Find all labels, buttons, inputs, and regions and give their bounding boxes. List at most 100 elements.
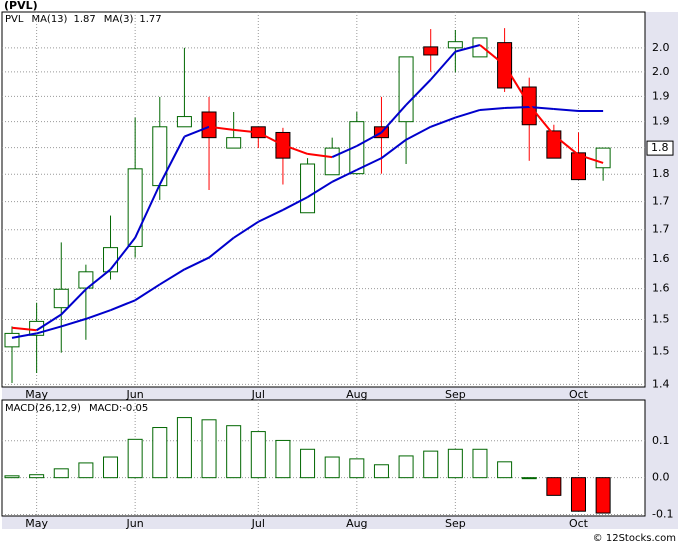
macd-bar	[127, 438, 143, 479]
x-tick-label: Oct	[569, 517, 589, 530]
ma-line	[36, 313, 62, 332]
x-tick-label: Aug	[346, 388, 367, 401]
macd-bar	[324, 456, 340, 479]
ma-line	[578, 154, 604, 164]
ma-line	[60, 288, 87, 316]
ma-line	[430, 116, 456, 128]
y-tick-label: 1.6	[652, 252, 670, 265]
macd-bar	[472, 448, 488, 479]
ma-line	[553, 107, 579, 112]
macd-bar	[152, 427, 168, 479]
macd-bar	[570, 477, 586, 512]
ma-line	[85, 309, 111, 320]
candle-body	[127, 168, 143, 247]
candle-body	[398, 56, 414, 123]
macd-bar	[373, 464, 389, 479]
macd-bar	[78, 462, 94, 479]
ma-line	[233, 220, 259, 239]
macd-bar	[275, 439, 291, 479]
ma-line	[528, 104, 555, 136]
macd-bar	[300, 448, 316, 479]
ma-line	[257, 131, 284, 146]
macd-bar	[176, 417, 192, 479]
ma-line	[307, 152, 333, 159]
x-axis-band	[2, 516, 645, 529]
x-tick-label: Jun	[126, 517, 144, 530]
y-tick-label: 1.8	[652, 167, 670, 180]
price-panel	[1, 11, 646, 388]
ma-line	[455, 44, 481, 53]
ma-line	[479, 106, 505, 111]
candle-body	[226, 137, 242, 149]
y-tick-label: 1.5	[652, 344, 670, 357]
macd-bar	[29, 474, 45, 479]
y-tick-label: -0.1	[652, 508, 673, 521]
candle-body	[201, 111, 217, 139]
x-tick-label: Sep	[445, 388, 466, 401]
macd-bar	[497, 461, 513, 479]
x-tick-label: Oct	[569, 388, 589, 401]
ma-line	[134, 184, 161, 239]
legend-entry: MA(13)	[31, 14, 67, 25]
x-axis-band	[2, 387, 645, 400]
macd-bar	[226, 425, 242, 479]
x-tick-label: May	[25, 517, 48, 530]
ma-line	[134, 283, 161, 302]
candle-body	[447, 41, 463, 49]
ma-line	[380, 104, 407, 134]
panel-label: MACD(26,12,9)	[5, 403, 81, 414]
macd-bar	[423, 450, 439, 479]
last-price-box	[646, 140, 674, 156]
legend-value: -0.05	[122, 403, 148, 414]
candle-body	[4, 332, 20, 348]
ma-line	[184, 125, 210, 138]
ma-line	[380, 138, 407, 159]
chart-title: (PVL)	[4, 0, 38, 12]
macd-panel	[1, 399, 646, 517]
ma-line	[36, 325, 62, 335]
ma-line	[208, 125, 234, 131]
legend-ticker: PVL	[5, 14, 24, 25]
y-tick-label: 2.0	[652, 41, 670, 54]
macd-bar	[103, 456, 119, 479]
ma-line	[159, 268, 185, 286]
macd-bar	[4, 475, 20, 479]
macd-bar	[595, 477, 611, 514]
candle-body	[595, 147, 611, 169]
ma-line	[479, 44, 506, 66]
x-tick-label: Jul	[251, 517, 265, 530]
ma-line	[553, 134, 580, 156]
macd-bar	[447, 448, 463, 479]
ma-line	[405, 78, 432, 106]
candle-body	[423, 46, 439, 56]
ma-line	[429, 50, 457, 81]
ma-line	[109, 237, 136, 271]
y-tick-label: 0.0	[652, 471, 670, 484]
legend-value: 1.77	[139, 14, 161, 25]
macd-bar	[53, 468, 69, 479]
ma-line	[282, 144, 308, 155]
ma-line	[233, 128, 259, 134]
ma-line	[110, 299, 136, 312]
candle-body	[570, 152, 586, 181]
ma-line	[307, 180, 333, 198]
ma-line	[356, 131, 382, 147]
macd-bar	[398, 455, 414, 479]
candle-body	[349, 121, 365, 175]
candle-body	[324, 147, 340, 176]
candle-body	[53, 288, 69, 309]
x-tick-label: Jul	[251, 388, 265, 401]
y-tick-label: 1.6	[652, 282, 670, 295]
ma-line	[331, 168, 358, 183]
y-tick-label: 1.9	[652, 89, 670, 102]
macd-bar	[546, 477, 562, 496]
ma-line	[257, 209, 284, 223]
ma-line	[356, 157, 382, 171]
x-tick-label: Sep	[445, 517, 466, 530]
macd-bar	[250, 431, 266, 479]
credit: © 12Stocks.com	[593, 533, 676, 544]
ma-line	[158, 136, 186, 185]
y-tick-label: 1.9	[652, 115, 670, 128]
macd-bar	[201, 419, 217, 479]
